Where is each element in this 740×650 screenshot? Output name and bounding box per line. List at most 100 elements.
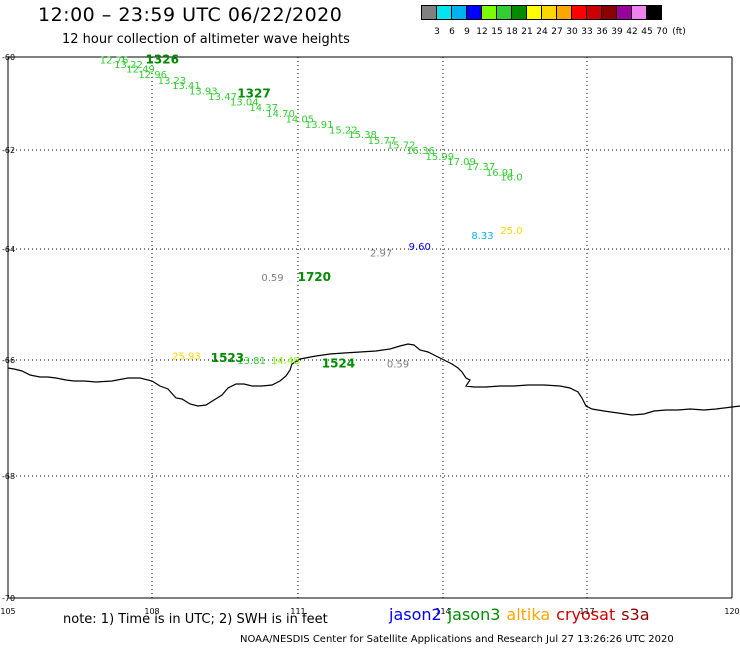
color-legend: 3 6 9 12 15 18 21 24 27 30 33 36 39 42 45 70 (ft) [421,5,686,37]
swh-label: 25.93 [172,352,201,363]
legend-swatch [586,5,602,20]
legend-swatch [646,5,662,20]
swh-label: 8.33 [471,231,493,242]
legend-tick-label: 24 [536,27,548,37]
legend-tick-labels: 3 6 9 12 15 18 21 24 27 30 33 36 39 42 45 70 (ft) [422,27,740,41]
satellite-name: s3a [621,605,650,624]
satellite-name: cryosat [556,605,616,624]
page-subtitle: 12 hour collection of altimeter wave hei… [62,32,350,47]
swh-label: 0.59 [387,359,409,370]
satellite-name: jason2 [389,605,442,624]
swh-label: 15.38 [348,130,377,141]
lon-tick-label: 108 [144,607,159,616]
axis-labels: -60 -62 -64 -66 -68 -70 105 108 111 114 117 120 [0,53,739,616]
coastline [7,343,740,416]
swh-label: 14.37 [249,103,278,114]
swh-label: 13.22 [114,60,143,71]
lon-tick-label: 105 [0,607,15,616]
lat-tick-label: -70 [2,594,15,603]
legend-tick-label: 36 [596,27,608,37]
swh-label: 16.91 [486,168,515,179]
swh-label: 13.93 [189,86,218,97]
legend-swatch [511,5,527,20]
legend-tick-label: 12 [476,27,488,37]
swh-label: 17.09 [447,157,476,168]
time-label: 1524 [322,356,355,370]
swh-label: 15.99 [426,152,455,163]
legend-tick-label: 18 [506,27,518,37]
swh-label: 14.70 [266,109,295,120]
legend-swatch [556,5,572,20]
time-label: 1326 [146,52,179,66]
legend-tick-label: 39 [611,27,623,37]
legend-swatches [421,5,662,20]
legend-tick-label: 45 [641,27,653,37]
lon-tick-label: 111 [290,607,305,616]
legend-swatch [481,5,497,20]
lon-tick-label: 117 [579,607,594,616]
legend-tick-label: 30 [566,27,578,37]
legend-tick-label: 42 [626,27,638,37]
satellite-name: altika [506,605,551,624]
lat-tick-label: -66 [2,356,15,365]
lon-tick-label: 120 [724,607,739,616]
swh-label: 13.47 [208,92,237,103]
swh-label: 2.97 [370,248,392,259]
lat-tick-label: -62 [2,146,15,155]
lon-tick-label: 114 [435,607,450,616]
legend-tick-label: 21 [521,27,533,37]
time-label: 1327 [237,86,270,100]
legend-swatch [601,5,617,20]
lat-tick-label: -60 [2,53,15,62]
swh-label: 12.49 [126,65,155,76]
swh-label: 0.59 [261,273,283,284]
swh-label: 17.37 [467,162,496,173]
swh-label: 15.22 [329,126,358,137]
swh-label: 13.81 [237,356,266,367]
swh-label: 13.41 [172,81,201,92]
legend-swatch [436,5,452,20]
legend-tick-label: 15 [491,27,503,37]
swh-label: 16.36 [406,146,435,157]
legend-tick-label: 33 [581,27,593,37]
legend-swatch [541,5,557,20]
swh-label: 12.76 [100,55,129,66]
legend-tick-label: 27 [551,27,563,37]
time-label: 1720 [298,270,331,284]
lat-tick-label: -64 [2,245,15,254]
footer-credit: NOAA/NESDIS Center for Satellite Applica… [240,634,674,645]
swh-label: 15.77 [368,136,397,147]
lat-tick-label: -68 [2,472,15,481]
swh-label: 15.72 [387,140,416,151]
swh-label: 12.96 [138,70,167,81]
page-title: 12:00 – 23:59 UTC 06/22/2020 [38,4,343,26]
legend-unit: (ft) [672,27,686,37]
map-grid [7,56,733,599]
legend-tick-label: 70 [656,27,668,37]
legend-swatch [451,5,467,20]
satellite-legend: jason2 jason3 altika cryosat s3a [389,605,656,624]
legend-tick-label: 3 [434,27,440,37]
legend-swatch [571,5,587,20]
swh-label: 14.48 [271,356,300,367]
swh-label: 25.0 [500,226,522,237]
legend-tick-label: 9 [464,27,470,37]
legend-swatch [466,5,482,20]
time-label: 1523 [211,351,244,365]
satellite-name: jason3 [447,605,501,624]
map-labels: 12.7613.2212.4912.9613.2313.4113.9313.47… [100,52,523,370]
footer-note: note: 1) Time is in UTC; 2) SWH is in fe… [63,612,328,627]
legend-swatch [631,5,647,20]
swh-label: 13.91 [305,120,334,131]
legend-tick-label: 6 [449,27,455,37]
legend-swatch [421,5,437,20]
swh-label: 13.23 [158,76,187,87]
swh-label: 13.04 [230,98,259,109]
legend-swatch [526,5,542,20]
swh-label: 14.05 [286,114,315,125]
swh-label: 9.60 [409,242,431,253]
legend-swatch [496,5,512,20]
legend-swatch [616,5,632,20]
swh-label: 16.0 [500,173,522,184]
